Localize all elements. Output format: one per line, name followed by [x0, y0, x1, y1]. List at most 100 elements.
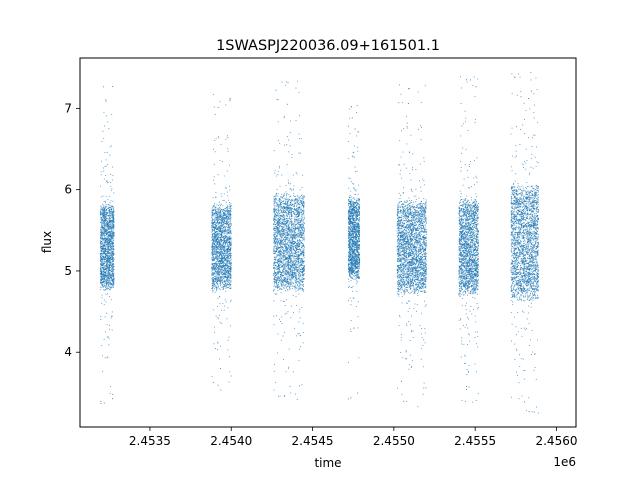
data-point: [102, 248, 104, 249]
data-point: [303, 195, 305, 197]
data-point: [300, 212, 301, 214]
data-point: [223, 257, 225, 259]
data-point: [214, 219, 215, 221]
data-point: [276, 286, 278, 288]
data-point: [218, 267, 220, 269]
data-point: [292, 253, 294, 255]
data-point: [108, 270, 110, 272]
data-point: [214, 265, 215, 267]
data-point: [109, 242, 111, 244]
data-point: [218, 215, 220, 217]
data-point: [220, 261, 222, 263]
data-point: [218, 279, 220, 281]
data-point: [220, 269, 222, 270]
data-point: [103, 218, 105, 220]
data-point: [302, 281, 304, 282]
data-point: [280, 239, 282, 241]
data-point: [294, 273, 296, 275]
data-point: [221, 276, 223, 278]
data-point: [274, 237, 276, 238]
data-point: [101, 230, 103, 231]
data-point: [112, 237, 114, 239]
data-point: [108, 251, 110, 253]
data-point: [293, 209, 295, 211]
data-point: [219, 215, 221, 217]
data-point: [111, 284, 113, 285]
data-point: [112, 212, 114, 214]
data-point: [223, 248, 225, 250]
data-point: [217, 279, 219, 281]
data-point: [219, 263, 221, 265]
data-point: [111, 250, 113, 252]
data-point: [299, 210, 301, 212]
data-point: [291, 237, 293, 239]
data-point: [215, 276, 217, 278]
data-point: [278, 204, 280, 206]
data-point: [296, 215, 298, 217]
data-point: [221, 161, 223, 162]
data-point: [108, 224, 110, 226]
data-point: [211, 273, 213, 275]
data-point: [111, 262, 113, 264]
data-point: [225, 249, 227, 251]
data-point: [107, 227, 109, 229]
data-point: [230, 263, 232, 265]
data-point: [221, 220, 223, 222]
data-point: [221, 215, 223, 217]
data-point: [300, 281, 302, 283]
data-point: [219, 231, 221, 232]
data-point: [107, 274, 109, 276]
data-point: [280, 265, 282, 267]
data-point: [284, 264, 286, 266]
data-point: [219, 302, 221, 304]
data-point: [113, 228, 115, 230]
data-point: [112, 260, 113, 262]
data-point: [225, 271, 227, 273]
data-point: [213, 253, 215, 255]
data-point: [101, 281, 103, 283]
data-point: [294, 234, 296, 236]
data-point: [282, 271, 284, 273]
data-point: [106, 264, 108, 266]
data-point: [113, 272, 115, 274]
data-point: [223, 231, 225, 233]
data-point: [224, 222, 226, 224]
data-point: [228, 266, 230, 268]
data-point: [213, 263, 215, 265]
data-point: [103, 246, 105, 248]
data-point: [109, 249, 111, 251]
data-point: [289, 269, 291, 271]
data-point: [296, 228, 298, 229]
data-point: [113, 214, 115, 216]
data-point: [293, 213, 295, 214]
data-point: [112, 244, 114, 246]
data-point: [223, 213, 225, 215]
data-point: [218, 248, 220, 250]
data-point: [290, 189, 292, 191]
data-point: [103, 222, 105, 223]
data-point: [214, 247, 216, 249]
data-point: [109, 282, 111, 284]
data-point: [111, 212, 113, 214]
data-point: [273, 253, 275, 255]
data-point: [221, 252, 223, 254]
data-point: [220, 235, 222, 237]
data-point: [289, 255, 291, 257]
data-point: [110, 251, 112, 253]
data-point: [302, 234, 304, 236]
data-point: [221, 250, 223, 252]
data-point: [222, 279, 224, 281]
data-point: [113, 224, 115, 226]
data-point: [216, 218, 218, 220]
data-point: [214, 263, 216, 264]
data-point: [217, 220, 218, 222]
data-point: [301, 262, 303, 264]
data-point: [229, 263, 231, 265]
data-point: [218, 218, 220, 220]
data-point: [216, 255, 218, 257]
data-point: [101, 271, 103, 273]
data-point: [101, 245, 103, 247]
data-point: [108, 337, 110, 339]
data-point: [295, 218, 297, 220]
data-point: [295, 199, 297, 200]
